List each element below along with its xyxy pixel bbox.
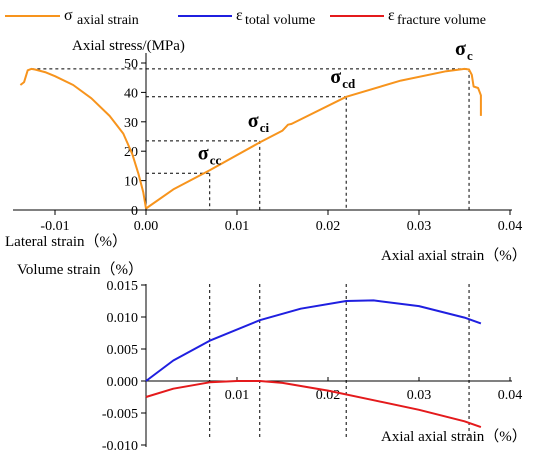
bottom-y-ticks: -0.010 -0.005 0.000 0.005 0.010 0.015 — [102, 279, 146, 454]
top-x-ticks: -0.01 0.00 0.01 0.02 0.03 0.04 — [40, 210, 522, 234]
threshold-label-sigma-c: σ — [455, 38, 466, 60]
legend-label-total-volume: total volume — [245, 13, 315, 28]
top-series — [19, 67, 482, 210]
legend-label-fracture-volume: fracture volume — [397, 13, 486, 28]
legend-symbol-axial-strain: σ — [64, 7, 73, 24]
series-axial-strain-lateral — [19, 67, 147, 209]
bottom-y-tick-label: -0.010 — [102, 439, 138, 454]
top-y-tick-label: 30 — [124, 116, 138, 131]
top-x-tick-label: 0.03 — [407, 219, 432, 234]
bottom-y-tick-label: -0.005 — [102, 407, 138, 422]
bottom-series — [145, 299, 482, 429]
legend-item-total-volume: ε total volume — [178, 7, 315, 28]
legend-symbol-fracture-volume: ε — [388, 7, 395, 24]
legend-item-axial-strain: σ axial strain — [5, 7, 139, 28]
top-x-tick-label: -0.01 — [40, 219, 69, 234]
top-y-tick-label: 10 — [124, 175, 138, 190]
threshold-label-sigma-cd: σ — [330, 66, 341, 88]
bottom-x-ticks: 0.01 0.02 0.03 0.04 — [225, 377, 523, 403]
threshold-label-sub-cc: cc — [210, 152, 222, 167]
bottom-y-axis-title: Volume strain（%） — [17, 261, 143, 278]
series-fracture-volume — [145, 380, 482, 429]
bottom-y-tick-label: 0.015 — [107, 279, 139, 294]
threshold-label-sigma-ci: σ — [248, 110, 259, 132]
series-total-volume — [145, 299, 482, 382]
top-x-tick-label: 0.00 — [134, 219, 159, 234]
bottom-threshold-guides — [209, 284, 470, 440]
top-x-tick-label: 0.02 — [316, 219, 341, 234]
threshold-label-sub-ci: ci — [260, 120, 270, 135]
bottom-x-tick-label: 0.03 — [407, 388, 432, 403]
legend-label-axial-strain: axial strain — [77, 13, 139, 28]
top-x-axis-title-right: Axial axial strain（%） — [381, 247, 527, 264]
top-x-axis-title-left: Lateral strain（%） — [5, 233, 127, 250]
top-x-tick-label: 0.04 — [498, 219, 523, 234]
threshold-label-sub-c: c — [467, 48, 473, 63]
threshold-label-sub-cd: cd — [342, 76, 356, 91]
threshold-label-sigma-cc: σ — [198, 142, 209, 164]
top-y-tick-label: 50 — [124, 57, 138, 72]
legend-item-fracture-volume: ε fracture volume — [330, 7, 486, 28]
bottom-y-tick-label: 0.010 — [107, 311, 139, 326]
series-axial-strain-axial — [145, 67, 482, 210]
top-x-tick-label: 0.01 — [225, 219, 250, 234]
legend: σ axial strain ε total volume ε fracture… — [5, 7, 486, 28]
bottom-y-tick-label: 0.000 — [107, 375, 139, 390]
top-y-axis-title: Axial stress/(MPa) — [72, 38, 185, 54]
bottom-chart: Volume strain（%） -0.010 -0.005 0.000 0.005 0… — [17, 261, 527, 454]
bottom-x-tick-label: 0.01 — [225, 388, 250, 403]
bottom-x-axis-title: Axial axial strain（%） — [381, 428, 527, 445]
legend-symbol-total-volume: ε — [236, 7, 243, 24]
top-y-tick-label: 0 — [131, 204, 138, 219]
bottom-y-tick-label: 0.005 — [107, 343, 139, 358]
top-y-tick-label: 40 — [124, 86, 138, 101]
top-threshold-guides — [31, 68, 470, 210]
threshold-labels: σ ccσ ciσ cdσ c — [198, 38, 473, 167]
bottom-x-tick-label: 0.04 — [498, 388, 523, 403]
